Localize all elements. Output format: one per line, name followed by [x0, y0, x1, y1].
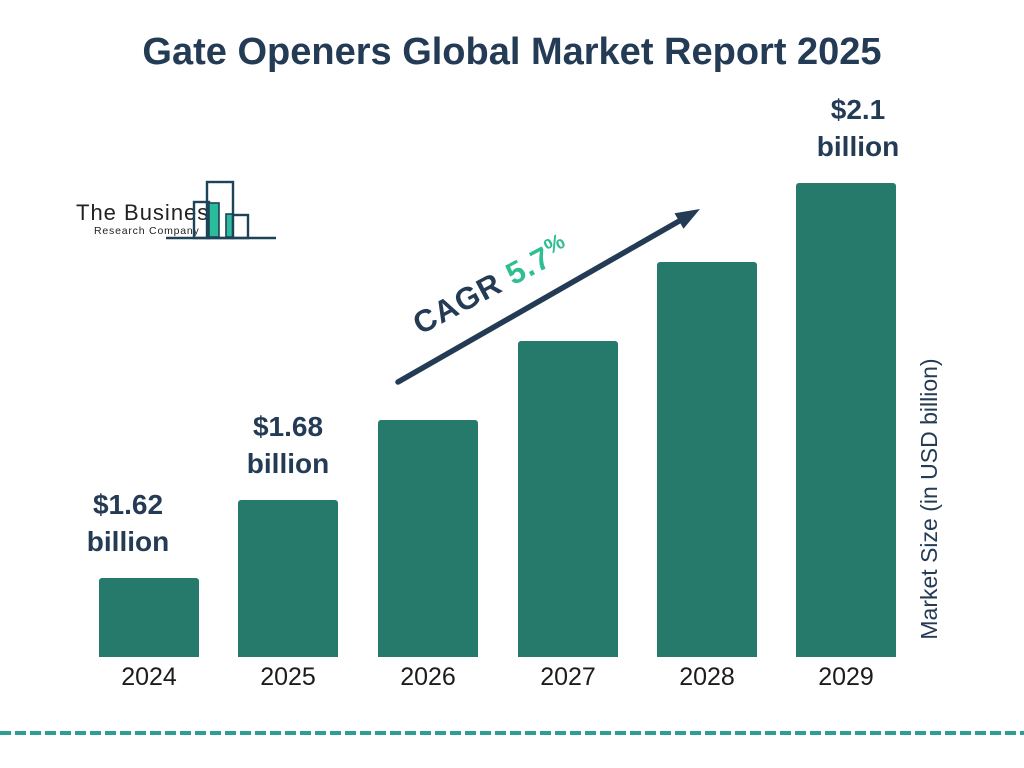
value-label-2025: $1.68 billion — [246, 411, 330, 479]
x-axis-label-2029: 2029 — [818, 663, 874, 691]
bar-2024 — [99, 578, 199, 657]
growth-arrow-icon — [395, 209, 700, 385]
bottom-dashed-divider — [0, 731, 1024, 735]
logo-text-primary: The Business — [76, 200, 221, 225]
bar-2027 — [518, 341, 618, 657]
x-axis-label-2026: 2026 — [400, 663, 456, 691]
y-axis-label: Market Size (in USD billion) — [916, 358, 942, 640]
company-logo: The Business Research Company — [76, 180, 276, 240]
logo-text-secondary: Research Company — [94, 225, 200, 237]
page-title: Gate Openers Global Market Report 2025 — [142, 31, 882, 73]
x-axis-label-2028: 2028 — [679, 663, 735, 691]
x-axis-label-2024: 2024 — [121, 663, 177, 691]
x-axis-label-2027: 2027 — [540, 663, 596, 691]
bar-2028 — [657, 262, 757, 657]
x-axis-label-2025: 2025 — [260, 663, 316, 691]
value-label-2029: $2.1 billion — [816, 94, 900, 162]
logo-bars-icon — [166, 180, 276, 240]
value-label-2024: $1.62 billion — [86, 489, 170, 557]
bar-2029 — [796, 183, 896, 657]
bar-2026 — [378, 420, 478, 657]
bar-2025 — [238, 500, 338, 657]
